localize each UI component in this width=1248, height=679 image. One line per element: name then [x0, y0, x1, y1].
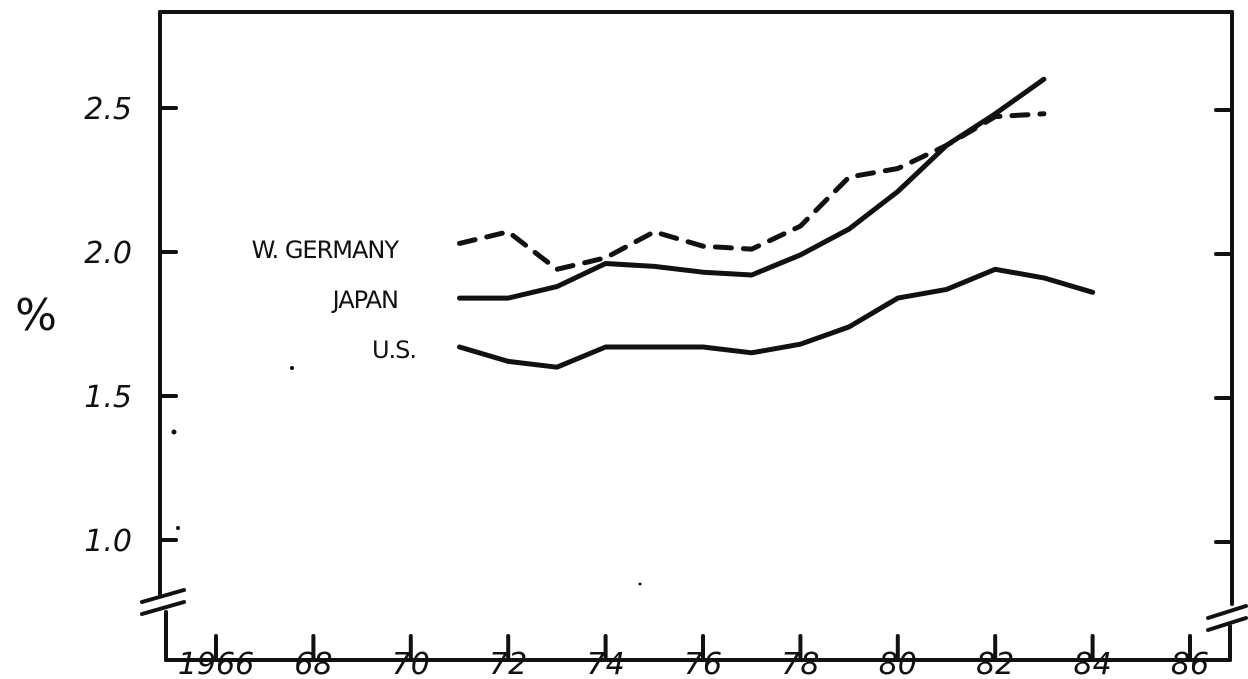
x-tick-label: 68: [294, 647, 332, 679]
x-tick-label: 1966: [178, 647, 254, 679]
y-axis-title: %: [15, 290, 57, 341]
series-line-japan: [457, 76, 1047, 301]
y-axis-break-mark: [140, 588, 186, 616]
scan-speck: [171, 429, 177, 435]
x-tick-label: 76: [684, 647, 722, 679]
x-tick-label: 82: [976, 647, 1014, 679]
x-tick-label: 80: [879, 647, 917, 679]
scan-speck: [290, 366, 294, 370]
x-tick-label: 78: [781, 647, 819, 679]
scan-speck: [638, 582, 642, 586]
right-axis-break-mark: [1206, 604, 1248, 632]
x-tick-label: 72: [489, 647, 527, 679]
series-line-u-s: [457, 266, 1096, 370]
y-axis-ticks: 1.0 1.5 2.0 2.5: [84, 92, 1234, 559]
y-tick-label: 1.0: [84, 524, 132, 559]
scan-speck: [176, 526, 180, 530]
series-label-japan: JAPAN: [331, 286, 398, 314]
series-label-us: U.S.: [372, 336, 416, 364]
x-tick-label: 70: [392, 647, 430, 679]
series-label-w-germany: W. GERMANY: [252, 236, 400, 264]
x-tick-label: 74: [587, 647, 625, 679]
x-axis-ticks: 1966 68 70 72 74 76 78 80 82 84 86: [178, 634, 1209, 679]
y-tick-label: 1.5: [84, 380, 132, 415]
series-lines: [457, 76, 1096, 370]
y-tick-label: 2.5: [84, 92, 132, 127]
x-tick-label: 86: [1171, 647, 1209, 679]
y-tick-label: 2.0: [84, 236, 132, 271]
x-tick-label: 84: [1074, 647, 1112, 679]
